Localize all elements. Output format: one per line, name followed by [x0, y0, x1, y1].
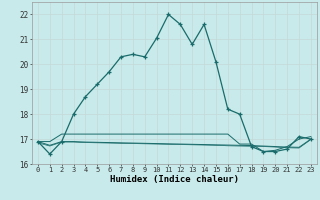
X-axis label: Humidex (Indice chaleur): Humidex (Indice chaleur)	[110, 175, 239, 184]
